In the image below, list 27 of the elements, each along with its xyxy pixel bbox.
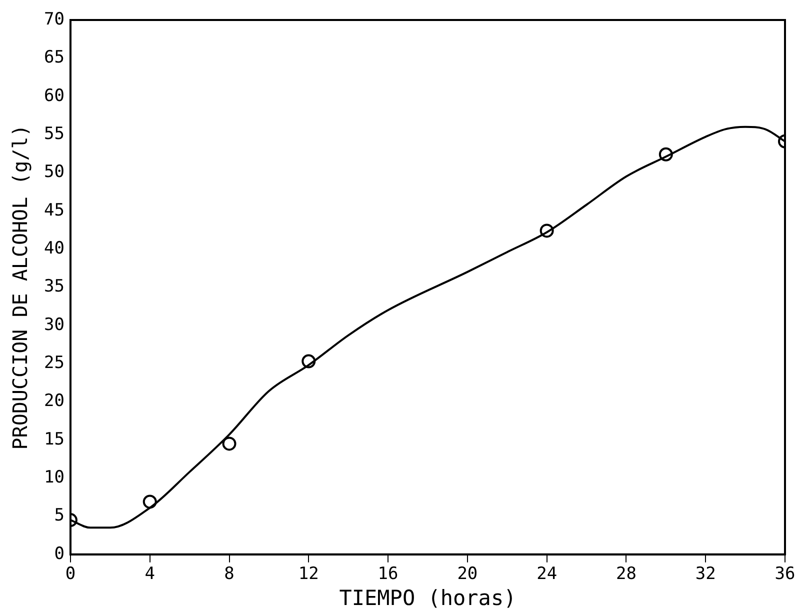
y-axis-title: PRODUCCION DE ALCOHOL (g/l)	[8, 124, 32, 450]
y-tick-label: 10	[44, 467, 64, 488]
x-tick-label: 20	[457, 564, 478, 584]
x-tick-label: 36	[774, 564, 796, 584]
y-tick-label: 45	[44, 200, 64, 220]
y-tick-label: 70	[44, 9, 64, 30]
x-tick-label: 24	[536, 564, 558, 584]
x-tick-label: 4	[144, 564, 155, 584]
y-tick-label: 60	[44, 86, 64, 106]
y-tick-label: 20	[44, 391, 64, 412]
x-axis-title: TIEMPO (horas)	[339, 586, 516, 610]
x-tick-label: 16	[378, 564, 398, 584]
y-tick-label: 5	[54, 506, 64, 526]
point	[222, 436, 236, 451]
x-tick-label: 32	[695, 564, 716, 584]
y-tick-label: 55	[44, 124, 64, 144]
y-tick-label: 40	[44, 238, 64, 258]
y-tick-label: 50	[44, 162, 64, 182]
y-tick-label: 30	[44, 314, 64, 335]
y-tick-label: 35	[44, 276, 64, 297]
y-tick-label: 25	[44, 352, 64, 373]
y-tick-label: 15	[44, 429, 64, 450]
x-tick-label: 12	[298, 564, 319, 584]
y-tick-label: 65	[44, 48, 64, 68]
x-tick-label: 28	[616, 564, 636, 584]
x-tick-label: 8	[224, 564, 234, 584]
y-tick-label: 0	[54, 544, 64, 564]
